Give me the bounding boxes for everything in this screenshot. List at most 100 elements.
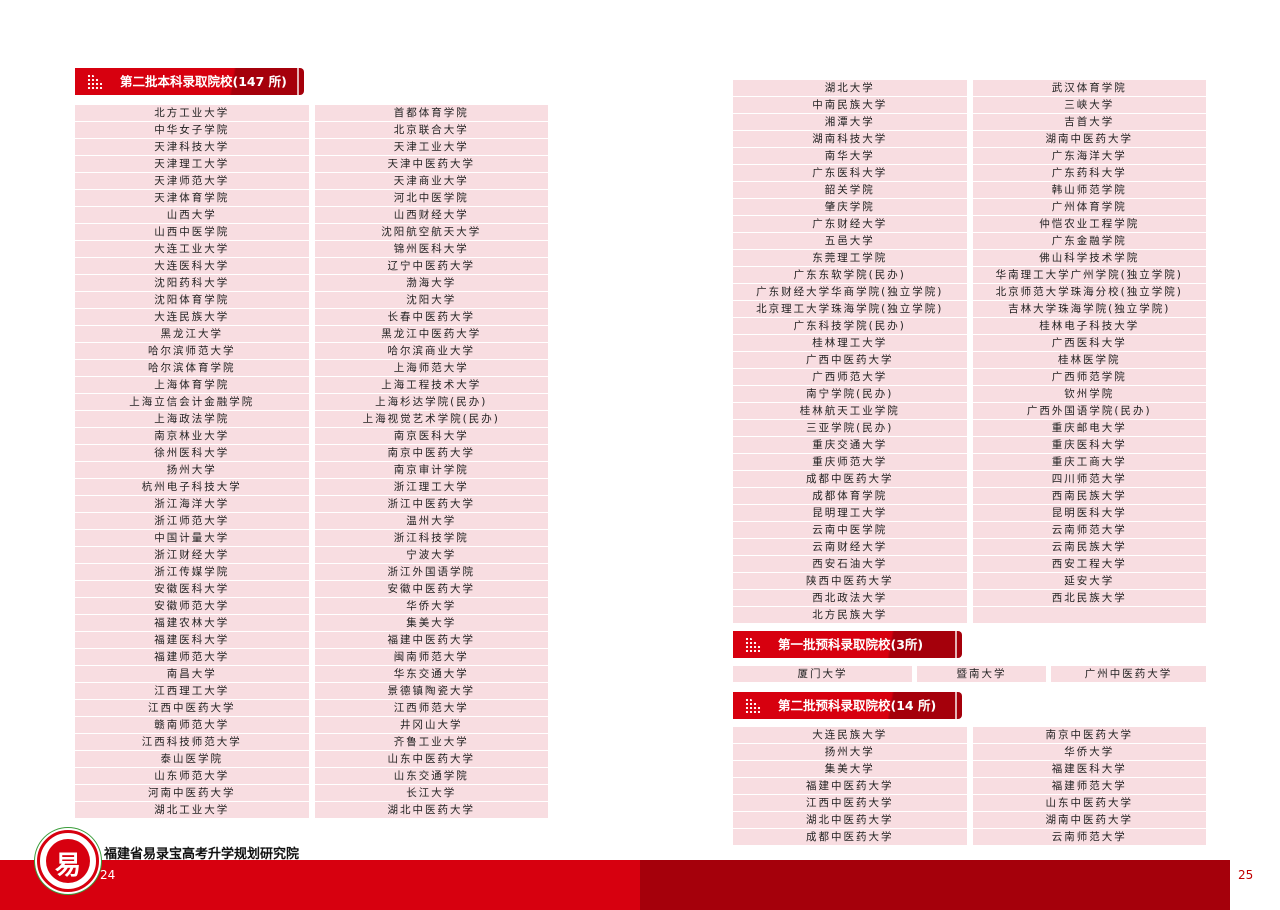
school-cell: 三亚学院(民办) (733, 420, 967, 437)
school-cell: 山东中医药大学 (314, 751, 548, 768)
school-cell: 温州大学 (314, 513, 548, 530)
school-cell: 广西师范学院 (972, 369, 1206, 386)
table-row: 江西中医药大学 山东中医药大学 (733, 795, 1206, 812)
school-cell: 湖南中医药大学 (972, 131, 1206, 148)
table-row: 天津师范大学 天津商业大学 (75, 173, 548, 190)
page-number-right: 25 (1238, 868, 1254, 882)
school-cell: 重庆工商大学 (972, 454, 1206, 471)
table-row: 广西师范大学 广西师范学院 (733, 369, 1206, 386)
school-cell: 南昌大学 (75, 666, 309, 683)
school-cell: 湖南中医药大学 (972, 812, 1206, 829)
table-row: 南昌大学 华东交通大学 (75, 666, 548, 683)
school-cell: 上海工程技术大学 (314, 377, 548, 394)
section-title-text: 第二批本科录取院校(147 所) (120, 74, 287, 89)
school-cell: 南京林业大学 (75, 428, 309, 445)
school-cell: 云南师范大学 (972, 522, 1206, 539)
school-cell: 湖南科技大学 (733, 131, 967, 148)
school-cell: 浙江财经大学 (75, 547, 309, 564)
dots-icon (745, 698, 761, 713)
table-row: 大连医科大学 辽宁中医药大学 (75, 258, 548, 275)
school-cell: 天津理工大学 (75, 156, 309, 173)
second-batch-table-continued: 湖北大学 武汉体育学院 中南民族大学 三峡大学 湘潭大学 吉首大学 湖南科技大学 湖南中医药大… (733, 80, 1206, 624)
school-cell: 华侨大学 (314, 598, 548, 615)
school-cell: 景德镇陶瓷大学 (314, 683, 548, 700)
table-row: 湖南科技大学 湖南中医药大学 (733, 131, 1206, 148)
table-row: 成都中医药大学 云南师范大学 (733, 829, 1206, 846)
school-cell: 云南民族大学 (972, 539, 1206, 556)
school-cell: 井冈山大学 (314, 717, 548, 734)
table-row: 泰山医学院 山东中医药大学 (75, 751, 548, 768)
school-cell: 河北中医学院 (314, 190, 548, 207)
section-title-prep-second: 第二批预科录取院校(14 所) (733, 692, 962, 719)
school-cell: 南宁学院(民办) (733, 386, 967, 403)
school-cell: 西安石油大学 (733, 556, 967, 573)
school-cell: 徐州医科大学 (75, 445, 309, 462)
school-cell: 北方工业大学 (75, 105, 309, 122)
school-cell: 齐鲁工业大学 (314, 734, 548, 751)
school-cell: 广州体育学院 (972, 199, 1206, 216)
table-row: 广东东软学院(民办) 华南理工大学广州学院(独立学院) (733, 267, 1206, 284)
school-cell: 重庆医科大学 (972, 437, 1206, 454)
school-cell: 广东东软学院(民办) (733, 267, 967, 284)
school-cell: 广东科技学院(民办) (733, 318, 967, 335)
school-cell: 北京联合大学 (314, 122, 548, 139)
school-cell: 河南中医药大学 (75, 785, 309, 802)
table-row: 安徽医科大学 安徽中医药大学 (75, 581, 548, 598)
school-cell: 福建中医药大学 (733, 778, 967, 795)
school-cell: 天津体育学院 (75, 190, 309, 207)
school-cell: 大连民族大学 (733, 727, 967, 744)
school-cell: 陕西中医药大学 (733, 573, 967, 590)
dots-icon (87, 74, 103, 89)
school-cell: 山东交通学院 (314, 768, 548, 785)
school-cell: 三峡大学 (972, 97, 1206, 114)
table-row: 湖北中医药大学 湖南中医药大学 (733, 812, 1206, 829)
school-cell: 闽南师范大学 (314, 649, 548, 666)
school-cell: 暨南大学 (917, 666, 1046, 683)
school-cell: 辽宁中医药大学 (314, 258, 548, 275)
second-batch-table: 北方工业大学 首都体育学院 中华女子学院 北京联合大学 天津科技大学 天津工业大学 天津理工… (75, 105, 548, 819)
table-row: 山西中医学院 沈阳航空航天大学 (75, 224, 548, 241)
school-cell: 重庆交通大学 (733, 437, 967, 454)
school-cell: 浙江理工大学 (314, 479, 548, 496)
school-cell: 武汉体育学院 (972, 80, 1206, 97)
table-row: 安徽师范大学 华侨大学 (75, 598, 548, 615)
school-cell: 四川师范大学 (972, 471, 1206, 488)
school-cell: 哈尔滨体育学院 (75, 360, 309, 377)
footer-band-left (0, 860, 640, 910)
table-row: 福建中医药大学 福建师范大学 (733, 778, 1206, 795)
table-row: 天津科技大学 天津工业大学 (75, 139, 548, 156)
school-cell: 西北政法大学 (733, 590, 967, 607)
school-cell: 山西财经大学 (314, 207, 548, 224)
school-cell: 中国计量大学 (75, 530, 309, 547)
school-cell: 安徽医科大学 (75, 581, 309, 598)
school-cell: 江西中医药大学 (733, 795, 967, 812)
school-cell: 福建师范大学 (972, 778, 1206, 795)
school-cell: 吉林大学珠海学院(独立学院) (972, 301, 1206, 318)
school-cell: 广东金融学院 (972, 233, 1206, 250)
school-cell: 广东海洋大学 (972, 148, 1206, 165)
school-cell: 吉首大学 (972, 114, 1206, 131)
school-cell: 浙江外国语学院 (314, 564, 548, 581)
dots-icon (745, 637, 761, 652)
table-row: 湘潭大学 吉首大学 (733, 114, 1206, 131)
school-cell: 成都中医药大学 (733, 471, 967, 488)
school-cell: 昆明理工大学 (733, 505, 967, 522)
school-cell: 安徽中医药大学 (314, 581, 548, 598)
table-row: 福建师范大学 闽南师范大学 (75, 649, 548, 666)
table-row: 中华女子学院 北京联合大学 (75, 122, 548, 139)
school-cell: 沈阳药科大学 (75, 275, 309, 292)
table-row: 中国计量大学 浙江科技学院 (75, 530, 548, 547)
school-cell: 赣南师范大学 (75, 717, 309, 734)
table-row: 肇庆学院 广州体育学院 (733, 199, 1206, 216)
school-cell: 中南民族大学 (733, 97, 967, 114)
prep-first-table: 厦门大学 暨南大学 广州中医药大学 (733, 666, 1206, 683)
school-cell: 哈尔滨师范大学 (75, 343, 309, 360)
school-cell: 成都体育学院 (733, 488, 967, 505)
table-row: 陕西中医药大学 延安大学 (733, 573, 1206, 590)
school-cell: 沈阳航空航天大学 (314, 224, 548, 241)
school-cell: 黑龙江大学 (75, 326, 309, 343)
table-row: 哈尔滨体育学院 上海师范大学 (75, 360, 548, 377)
school-cell: 江西理工大学 (75, 683, 309, 700)
school-cell: 浙江科技学院 (314, 530, 548, 547)
school-cell: 北方民族大学 (733, 607, 967, 624)
